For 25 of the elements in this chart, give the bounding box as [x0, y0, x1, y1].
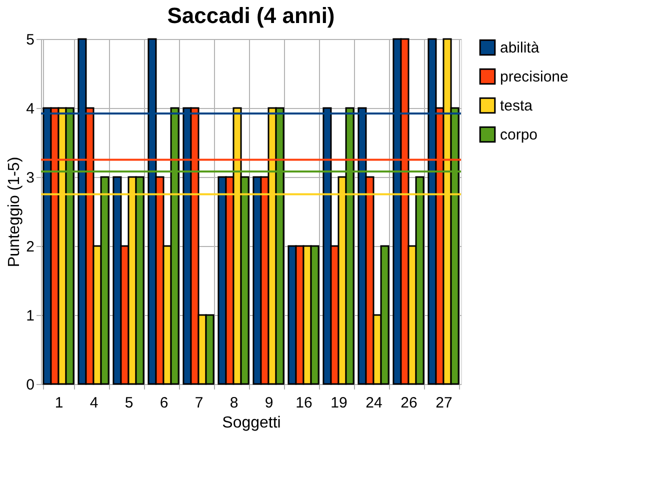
x-tick-label: 24: [366, 394, 382, 412]
y-tick-label: 3: [26, 170, 34, 186]
x-tick-label: 5: [124, 394, 134, 412]
legend-label: testa: [500, 98, 534, 114]
y-axis-title: Punteggio (1-5): [6, 156, 24, 268]
legend-label: corpo: [500, 126, 538, 144]
x-tick-label: 16: [296, 394, 312, 412]
x-tick-label: 27: [436, 394, 452, 412]
y-tick-label: 4: [26, 100, 34, 118]
x-axis-title: Soggetti: [222, 414, 281, 432]
y-tick-label: 2: [26, 238, 34, 256]
legend-label: precisione: [500, 68, 568, 86]
legend-label: abilità: [500, 40, 540, 56]
x-tick-label: 6: [160, 394, 168, 412]
y-tick-label: 0: [26, 376, 34, 394]
x-tick-label: 8: [230, 394, 238, 412]
y-tick-label: 1: [26, 308, 34, 324]
x-tick-label: 4: [90, 394, 98, 412]
chart-title: Saccadi (4 anni): [167, 3, 335, 28]
x-tick-label: 7: [194, 394, 204, 412]
x-tick-label: 9: [264, 394, 274, 412]
y-tick-label: 5: [26, 32, 34, 48]
x-tick-label: 19: [330, 394, 348, 412]
x-tick-label: 1: [54, 394, 64, 412]
x-tick-label: 26: [400, 394, 418, 412]
